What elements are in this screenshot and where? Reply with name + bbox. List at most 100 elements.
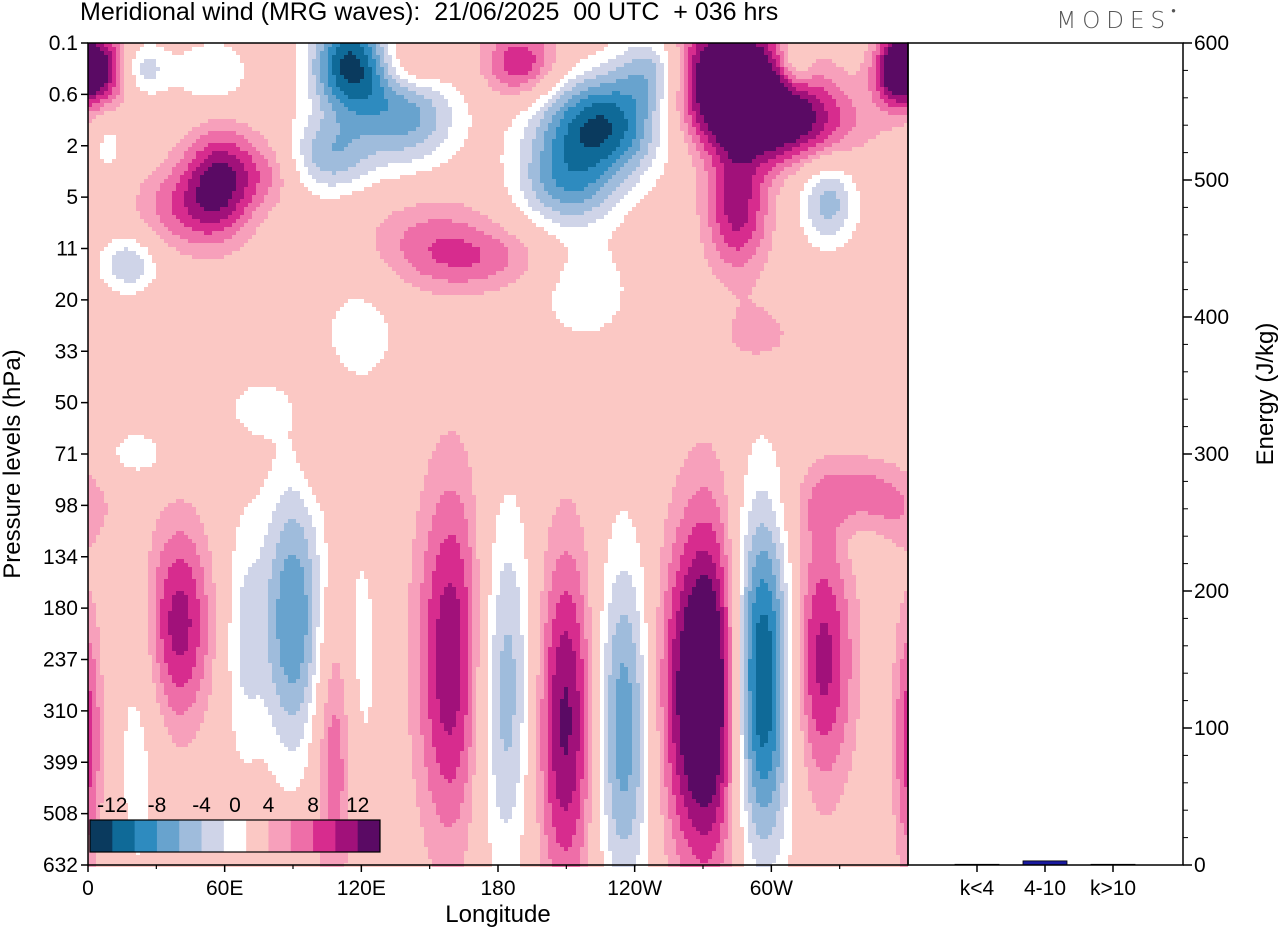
heatmap-cell xyxy=(500,703,516,707)
heatmap-cell xyxy=(632,95,648,99)
heatmap-cell xyxy=(744,695,748,699)
heatmap-cell xyxy=(164,639,172,643)
heatmap-cell xyxy=(560,119,572,123)
heatmap-cell xyxy=(660,691,668,695)
heatmap-cell xyxy=(320,675,332,679)
heatmap-cell xyxy=(840,687,848,691)
heatmap-cell xyxy=(140,183,160,187)
heatmap-cell xyxy=(268,599,276,603)
heatmap-cell xyxy=(692,115,696,119)
heatmap-cell xyxy=(720,599,724,603)
heatmap-cell xyxy=(768,203,776,207)
heatmap-cell xyxy=(528,175,540,179)
heatmap-cell xyxy=(584,143,600,147)
heatmap-cell xyxy=(328,691,344,695)
heatmap-cell xyxy=(236,131,260,135)
heatmap-cell xyxy=(208,615,216,619)
heatmap-cell xyxy=(748,687,756,691)
heatmap-cell xyxy=(716,207,724,211)
heatmap-cell xyxy=(328,99,340,103)
heatmap-cell xyxy=(756,627,768,631)
heatmap-cell xyxy=(532,51,544,55)
heatmap-cell xyxy=(152,463,272,467)
heatmap-cell xyxy=(748,627,752,631)
heatmap-cell xyxy=(308,603,312,607)
heatmap-cell xyxy=(420,591,432,595)
heatmap-cell xyxy=(544,583,552,587)
heatmap-cell xyxy=(876,87,884,91)
heatmap-cell xyxy=(384,219,428,223)
heatmap-cell xyxy=(668,51,680,55)
heatmap-cell xyxy=(416,91,440,95)
heatmap-cell xyxy=(668,659,672,663)
heatmap-cell xyxy=(340,671,356,675)
heatmap-cell xyxy=(588,643,592,647)
heatmap-cell xyxy=(768,311,908,315)
heatmap-cell xyxy=(96,539,152,543)
heatmap-cell xyxy=(88,599,92,603)
heatmap-cell xyxy=(548,699,552,703)
heatmap-cell xyxy=(328,79,336,83)
heatmap-cell xyxy=(684,607,716,611)
heatmap-cell xyxy=(508,83,520,87)
heatmap-cell xyxy=(552,699,560,703)
heatmap-cell xyxy=(408,647,420,651)
heatmap-cell xyxy=(784,595,788,599)
heatmap-cell xyxy=(804,659,808,663)
heatmap-cell xyxy=(428,683,436,687)
heatmap-cell xyxy=(528,571,544,575)
heatmap-cell xyxy=(216,611,232,615)
heatmap-cell xyxy=(108,511,160,515)
heatmap-cell xyxy=(472,595,480,599)
heatmap-cell xyxy=(756,43,768,47)
heatmap-cell xyxy=(896,655,904,659)
heatmap-cell xyxy=(724,711,728,715)
heatmap-cell xyxy=(724,475,744,479)
heatmap-cell xyxy=(616,703,632,707)
heatmap-cell xyxy=(244,207,256,211)
heatmap-cell xyxy=(268,623,276,627)
heatmap-cell xyxy=(612,663,620,667)
heatmap-cell xyxy=(408,699,420,703)
heatmap-cell xyxy=(688,455,716,459)
heatmap-cell xyxy=(152,539,168,543)
heatmap-cell xyxy=(748,199,760,203)
heatmap-cell xyxy=(88,679,96,683)
heatmap-cell xyxy=(692,59,700,63)
heatmap-cell xyxy=(800,623,804,627)
heatmap-cell xyxy=(740,707,744,711)
heatmap-cell xyxy=(800,603,804,607)
heatmap-cell xyxy=(680,559,692,563)
heatmap-cell xyxy=(156,591,164,595)
heatmap-cell xyxy=(332,91,344,95)
heatmap-cell xyxy=(360,43,368,47)
heatmap-cell xyxy=(432,519,468,523)
heatmap-cell xyxy=(792,615,800,619)
heatmap-cell xyxy=(540,79,560,83)
heatmap-cell xyxy=(88,695,92,699)
heatmap-cell xyxy=(428,467,472,471)
heatmap-cell xyxy=(520,163,528,167)
heatmap-cell xyxy=(540,599,548,603)
heatmap-cell xyxy=(256,147,272,151)
heatmap-cell xyxy=(860,611,900,615)
heatmap-cell xyxy=(92,711,100,715)
heatmap-cell xyxy=(240,611,268,615)
heatmap-cell xyxy=(780,623,784,627)
heatmap-cell xyxy=(780,339,908,343)
heatmap-cell xyxy=(336,83,372,87)
heatmap-cell xyxy=(496,627,520,631)
heatmap-cell xyxy=(320,75,328,79)
heatmap-cell xyxy=(636,99,648,103)
heatmap-cell xyxy=(896,463,908,467)
heatmap-cell xyxy=(332,147,344,151)
heatmap-cell xyxy=(160,219,180,223)
heatmap-cell xyxy=(168,667,192,671)
heatmap-cell xyxy=(88,343,332,347)
heatmap-cell xyxy=(872,55,876,59)
heatmap-cell xyxy=(904,503,908,507)
heatmap-cell xyxy=(800,671,804,675)
heatmap-cell xyxy=(744,663,748,667)
heatmap-cell xyxy=(268,603,276,607)
heatmap-cell xyxy=(776,555,784,559)
